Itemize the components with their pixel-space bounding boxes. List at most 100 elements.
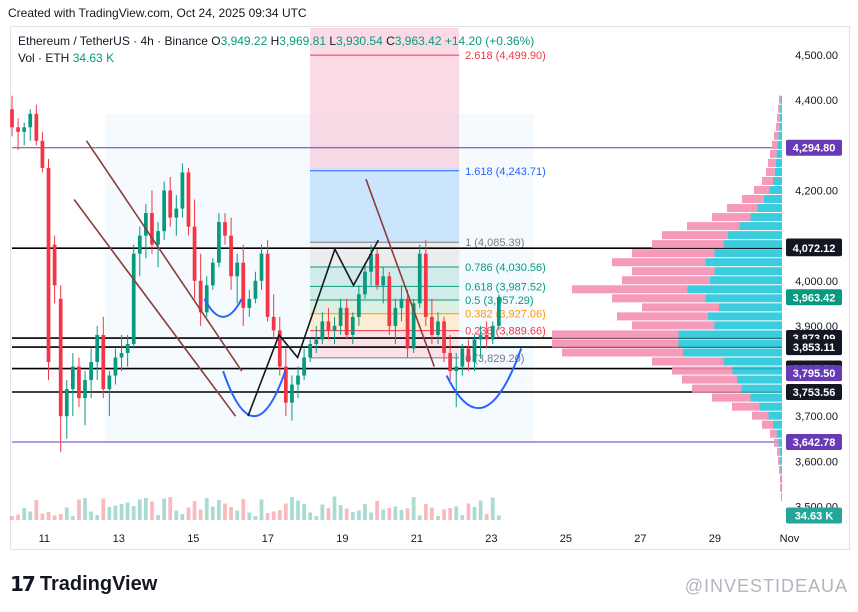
candle-body xyxy=(350,316,355,335)
close-label: C xyxy=(386,34,395,48)
volume-profile-buy xyxy=(759,402,782,411)
candle-body xyxy=(70,366,75,390)
candle-body xyxy=(326,321,331,331)
volume-bar xyxy=(217,500,221,520)
fib-level-label: 1.618 (4,243.71) xyxy=(465,166,546,178)
volume-profile-buy xyxy=(777,140,782,149)
candle-body xyxy=(436,321,440,335)
cup-curve xyxy=(445,348,523,409)
x-tick-label: 21 xyxy=(411,533,423,545)
volume-bar xyxy=(490,497,495,520)
volume-bar xyxy=(466,503,471,520)
candle-body xyxy=(107,375,112,390)
symbol-label: Ethereum / TetherUS · 4h · Binance xyxy=(18,34,208,48)
candle-body xyxy=(387,276,392,326)
candle-body xyxy=(241,262,246,308)
candle-body xyxy=(484,334,489,340)
candle-body xyxy=(156,231,160,245)
volume-profile-buy xyxy=(769,185,782,195)
projection-path xyxy=(247,239,380,417)
y-tick-label: 4,500.00 xyxy=(795,50,838,62)
candle-body xyxy=(277,330,282,367)
volume-bar xyxy=(369,512,373,520)
volume-bar xyxy=(296,500,300,520)
candle-body xyxy=(405,298,410,349)
candle-body xyxy=(308,343,313,358)
volume-profile-sell xyxy=(781,492,782,501)
volume-bar xyxy=(168,497,173,520)
candle-body xyxy=(125,343,130,353)
volume-profile-sell xyxy=(742,195,764,204)
close-value: 3,963.42 xyxy=(394,34,442,48)
candle-body xyxy=(430,316,434,335)
candle-body xyxy=(375,253,379,286)
volume-profile-buy xyxy=(678,339,782,348)
volume-bar xyxy=(265,513,270,520)
volume-profile-sell xyxy=(752,411,769,420)
volume-bar xyxy=(101,498,106,520)
candle-body xyxy=(58,298,63,417)
volume-profile-sell xyxy=(562,348,683,357)
volume-profile-sell xyxy=(642,303,719,312)
author-watermark: @INVESTIDEAUA xyxy=(684,576,848,596)
volume-profile-buy xyxy=(779,113,782,122)
volume-profile-buy xyxy=(707,312,782,321)
tradingview-logo[interactable]: 𝟭𝟳 TradingView xyxy=(10,572,157,597)
volume-profile-buy xyxy=(678,330,782,339)
price-tag-label: 3,853.11 xyxy=(793,342,835,354)
volume-bar xyxy=(52,515,57,520)
price-tag-box xyxy=(786,339,842,356)
volume-profile-buy xyxy=(750,393,782,402)
price-chart[interactable]: 2.618 (4,499.90) 1.618 (4,243.71) 1 (4,085… xyxy=(0,0,858,560)
volume-bar xyxy=(119,504,124,520)
candle-body xyxy=(119,352,124,358)
candle-body xyxy=(302,357,306,376)
volume-bar xyxy=(192,501,197,520)
volume-profile-sell xyxy=(778,104,781,113)
volume-bar xyxy=(180,514,185,520)
candle-body xyxy=(46,167,51,363)
volume-bar xyxy=(241,499,246,520)
candle-body xyxy=(131,253,136,344)
volume-legend: Vol · ETH 34.63 K xyxy=(18,51,114,65)
candle-body xyxy=(417,253,422,304)
volume-profile-buy xyxy=(719,303,782,312)
change-value: +14.20 (+0.36%) xyxy=(444,34,535,48)
volume-bar xyxy=(144,498,148,520)
candle-body xyxy=(101,334,106,390)
chart-frame xyxy=(10,26,850,550)
volume-bar xyxy=(46,512,51,520)
volume-profile-sell xyxy=(652,357,724,366)
candle-body xyxy=(235,262,240,277)
candle-body xyxy=(472,339,477,363)
candle-body xyxy=(296,375,300,385)
volume-bar xyxy=(436,516,440,520)
volume-bar xyxy=(223,503,227,520)
candle-body xyxy=(217,222,221,263)
volume-profile-sell xyxy=(762,176,773,185)
volume-bar xyxy=(357,510,361,520)
volume-bar xyxy=(442,509,446,520)
volume-profile-buy xyxy=(764,195,782,204)
created-caption: Created with TradingView.com, Oct 24, 20… xyxy=(8,6,307,20)
candle-body xyxy=(496,297,501,326)
candle-body xyxy=(344,307,349,335)
volume-bar xyxy=(332,496,337,520)
volume-profile-sell xyxy=(776,122,780,131)
volume-bar xyxy=(28,511,33,520)
volume-profile-buy xyxy=(779,447,782,456)
candle-body xyxy=(363,271,367,295)
candle-body xyxy=(490,325,495,340)
ohlc-legend: Ethereum / TetherUS · 4h · Binance O3,94… xyxy=(18,34,534,48)
volume-bar xyxy=(174,510,179,520)
volume-profile-sell xyxy=(777,447,780,456)
candle-body xyxy=(64,389,69,417)
x-tick-label: 19 xyxy=(336,533,348,545)
candle-body xyxy=(448,352,453,372)
y-tick-label: 3,900.00 xyxy=(795,321,838,333)
volume-bar xyxy=(430,507,434,520)
open-value: 3,949.22 xyxy=(220,34,268,48)
price-tag-box xyxy=(786,507,842,524)
x-tick-label: 23 xyxy=(485,533,497,545)
price-tag-label: 3,642.78 xyxy=(793,437,836,449)
